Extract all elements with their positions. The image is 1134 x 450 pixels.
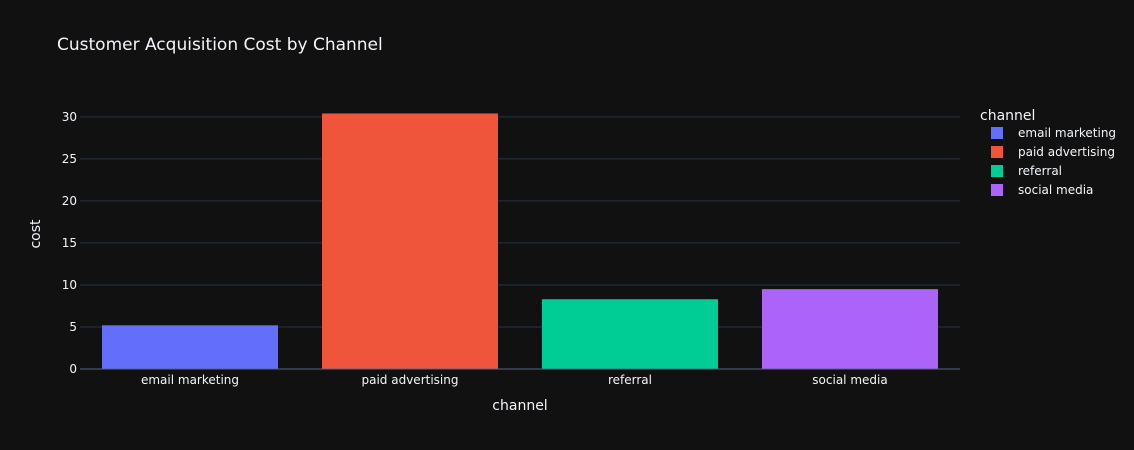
x-tick-label: paid advertising (362, 373, 459, 387)
y-tick-label: 0 (69, 362, 77, 376)
y-axis-ticks: 0 5 10 15 20 25 30 (62, 110, 77, 376)
y-tick-label: 10 (62, 278, 77, 292)
bars (102, 113, 938, 369)
legend-title: channel (980, 108, 1035, 124)
x-axis-ticks: email marketing paid advertising referral s… (141, 373, 888, 387)
chart-title: Customer Acquisition Cost by Channel (57, 35, 383, 55)
legend-entry[interactable]: social media (1018, 183, 1093, 197)
legend-swatch[interactable] (991, 165, 1003, 177)
y-tick-label: 20 (62, 194, 77, 208)
legend-entry[interactable]: paid advertising (1018, 145, 1115, 159)
legend-swatch[interactable] (991, 146, 1003, 158)
bar-referral[interactable] (542, 299, 718, 369)
bar-email-marketing[interactable] (102, 325, 278, 369)
x-tick-label: referral (608, 373, 652, 387)
y-tick-label: 5 (69, 320, 77, 334)
legend[interactable]: channel email marketing paid advertising r… (980, 108, 1116, 197)
legend-swatch[interactable] (991, 127, 1003, 139)
y-axis-label: cost (28, 219, 44, 249)
y-tick-label: 25 (62, 152, 77, 166)
bar-social-media[interactable] (762, 289, 938, 369)
legend-swatch[interactable] (991, 184, 1003, 196)
y-tick-label: 30 (62, 110, 77, 124)
bar-paid-advertising[interactable] (322, 113, 498, 369)
x-tick-label: email marketing (141, 373, 239, 387)
x-tick-label: social media (812, 373, 887, 387)
x-axis-label: channel (492, 398, 547, 414)
legend-entry[interactable]: referral (1018, 164, 1062, 178)
y-tick-label: 15 (62, 236, 77, 250)
legend-entry[interactable]: email marketing (1018, 126, 1116, 140)
